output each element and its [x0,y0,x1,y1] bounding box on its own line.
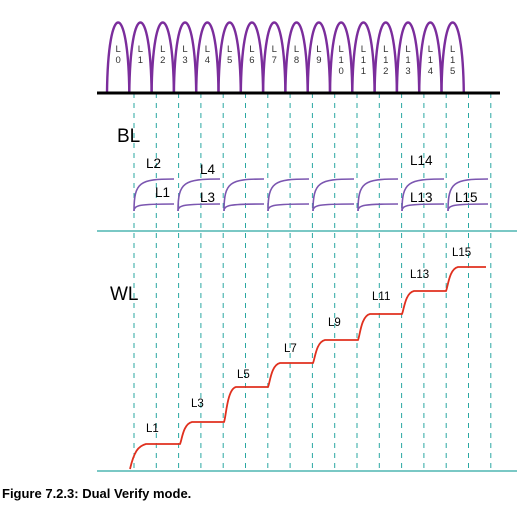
bitline-high-curve [312,178,355,212]
bitline-high-curve [223,178,265,212]
bitline-low-curve [267,203,310,212]
bitline-low-curve [312,203,355,212]
program-pulse [195,21,220,94]
pulse-tick-label: 2 [383,66,388,77]
pulse-tick-label: L [272,44,277,55]
pulse-tick-label: L [316,44,321,55]
wordline-step-label: L15 [452,247,471,259]
program-pulse [328,21,354,94]
program-pulse [217,21,242,94]
wordline-step-label: L7 [284,343,297,355]
bitline-level-label: L1 [155,185,170,200]
pulse-tick-label: L [138,44,143,55]
bitline-level-label: L13 [410,190,433,205]
program-pulse [261,21,287,94]
program-pulse [128,21,153,94]
bitline-high-curve [447,178,489,212]
pulse-tick-label: 8 [294,55,299,66]
bitline-high-curve [133,178,175,212]
program-pulse [172,21,198,94]
bitline-level-label: L3 [200,190,215,205]
wordline-staircase [129,266,486,470]
pulse-tick-label: 7 [272,55,277,66]
pulse-tick-label: 0 [339,66,344,77]
program-pulse [351,21,376,94]
bitline-low-curve [177,203,221,212]
bitline-low-curve [223,203,265,212]
pulse-tick-label: 1 [383,55,388,66]
pulse-tick-label: 1 [405,55,410,66]
bitline-low-curve [357,203,399,212]
bitline-label: BL [117,126,140,147]
figure-caption: Figure 7.2.3: Dual Verify mode. [2,486,192,501]
bitline-waveforms [133,178,489,212]
bitline-high-curve [267,178,310,212]
pulse-tick-label: 9 [316,55,321,66]
program-pulse-train [105,21,465,94]
program-pulse [418,21,443,94]
pulse-tick-label: 4 [205,55,210,66]
wordline-label: WL [110,284,139,305]
bitline-low-curve [447,203,489,212]
pulse-tick-label: 1 [361,55,366,66]
pulse-tick-label: 6 [249,55,254,66]
pulse-tick-label: L [361,44,366,55]
pulse-tick-label: 3 [182,55,187,66]
pulse-tick-label: 1 [361,66,366,77]
pulse-tick-label: 1 [450,55,455,66]
wordline-step-labels: L1 L3 L5 L7 L9 L11 L13 L15 [146,247,471,435]
wordline-step-label: L3 [191,398,204,410]
pulse-tick-label: L [160,44,165,55]
program-pulse [440,21,465,94]
wordline-step-label: L13 [410,269,429,281]
pulse-tick-label: 5 [227,55,232,66]
pulse-tick-label: L [383,44,388,55]
bitline-level-label: L14 [410,153,433,168]
wordline-step-label: L1 [146,423,159,435]
program-pulse [306,21,332,94]
pulse-tick-label: 1 [339,55,344,66]
pulse-tick-label: L [182,44,187,55]
pulse-tick-label: L [249,44,254,55]
bitline-low-curve [401,203,445,212]
pulse-tick-label: L [205,44,210,55]
pulse-tick-label: L [227,44,232,55]
pulse-tick-label: L [339,44,344,55]
program-pulse [373,21,399,94]
pulse-tick-label: L [116,44,121,55]
pulse-tick-label: 3 [405,66,410,77]
pulse-tick-label: 0 [116,55,121,66]
pulse-tick-label: 4 [428,66,433,77]
pulse-tick-label: 2 [160,55,165,66]
program-pulse [395,21,421,94]
bitline-level-label: L2 [146,156,161,171]
bitline-high-curve [177,178,221,212]
pulse-tick-label: 1 [428,55,433,66]
wordline-step-label: L9 [328,317,341,329]
program-pulse [239,21,265,94]
bitline-low-curve [133,203,175,212]
wordline-step-label: L11 [372,291,390,303]
pulse-tick-label: L [294,44,299,55]
pulse-tick-label: 1 [138,55,143,66]
pulse-tick-label: L [450,44,455,55]
verify-guide-lines [133,93,492,471]
program-pulse [284,21,309,94]
bitline-level-label: L15 [455,190,478,205]
bitline-high-curve [357,178,399,212]
program-pulse [150,21,176,94]
bitline-level-labels: L2 L4 L1 L3 L14 L13 L15 [146,153,478,205]
bitline-high-curve [401,178,445,212]
program-pulse [105,21,131,94]
pulse-tick-label: L [405,44,410,55]
wordline-step-label: L5 [237,369,250,381]
pulse-tick-label: L [428,44,433,55]
pulse-tick-label: 5 [450,66,455,77]
bitline-level-label: L4 [200,162,216,177]
